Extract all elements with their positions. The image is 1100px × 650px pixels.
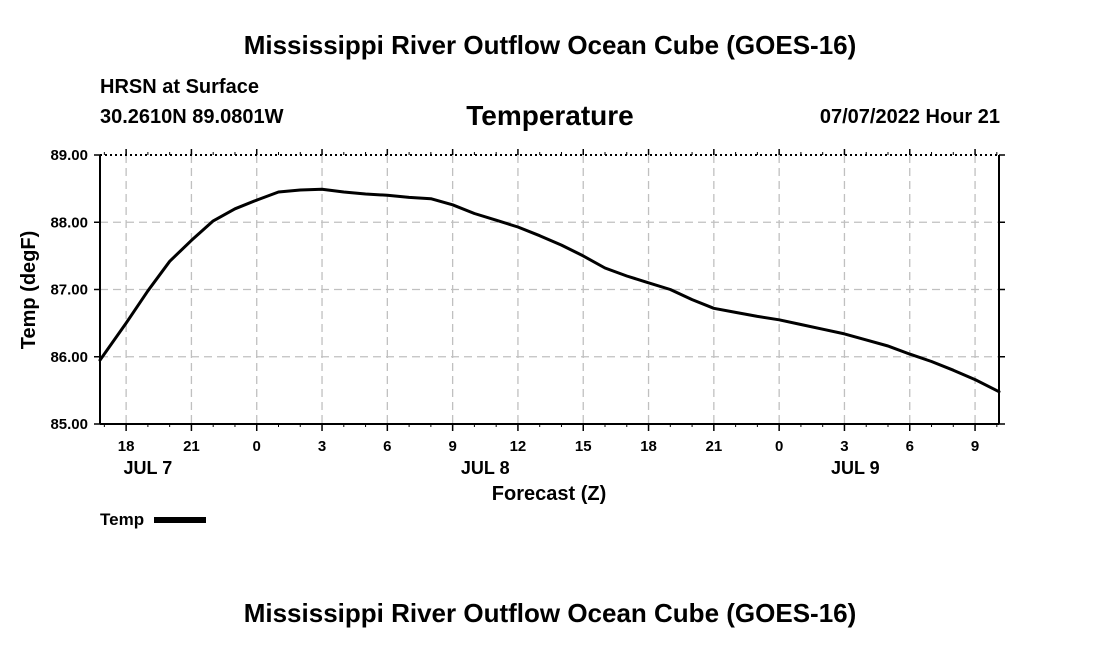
day-label: JUL 7 [124,458,173,478]
y-tick-label: 86.00 [50,349,88,366]
chart-title: Mississippi River Outflow Ocean Cube (GO… [243,30,857,60]
x-tick-label: 21 [706,438,723,455]
x-tick-label: 18 [640,438,657,455]
datetime-label: 07/07/2022 Hour 21 [819,106,1000,128]
y-tick-label: 87.00 [50,282,88,299]
x-tick-label: 9 [971,438,979,455]
x-tick-label: 0 [253,438,261,455]
legend-line-swatch [154,517,207,523]
x-tick-label: 6 [383,438,391,455]
day-label: JUL 9 [831,458,880,478]
legend-label: Temp [100,510,145,529]
y-tick-label: 89.00 [50,147,88,164]
y-tick-label: 85.00 [50,416,88,433]
temp-series-line [98,187,1001,394]
coordinates-label: 30.2610N 89.0801W [100,106,284,128]
x-tick-label: 12 [510,438,527,455]
variable-title: Temperature [466,100,634,131]
x-tick-label: 18 [118,438,135,455]
x-tick-label: 6 [906,438,914,455]
y-tick-label: 88.00 [50,214,88,231]
x-axis-title: Forecast (Z) [492,483,606,505]
day-label: JUL 8 [461,458,510,478]
station-label: HRSN at Surface [100,76,259,98]
grid-layer [100,155,999,424]
legend: Temp [100,510,207,530]
series-layer [98,187,1001,394]
axes-layer [94,149,1005,431]
x-tick-label: 3 [318,438,326,455]
x-tick-label: 15 [575,438,592,455]
footer-title: Mississippi River Outflow Ocean Cube (GO… [243,598,857,628]
x-tick-label: 0 [775,438,783,455]
x-tick-label: 3 [840,438,848,455]
label-layer: Forecast (Z) Temp (degF) 85.00 86.00 87.00… [18,147,979,505]
y-axis-title: Temp (degF) [18,231,40,350]
x-tick-label: 9 [448,438,456,455]
x-tick-label: 21 [183,438,200,455]
